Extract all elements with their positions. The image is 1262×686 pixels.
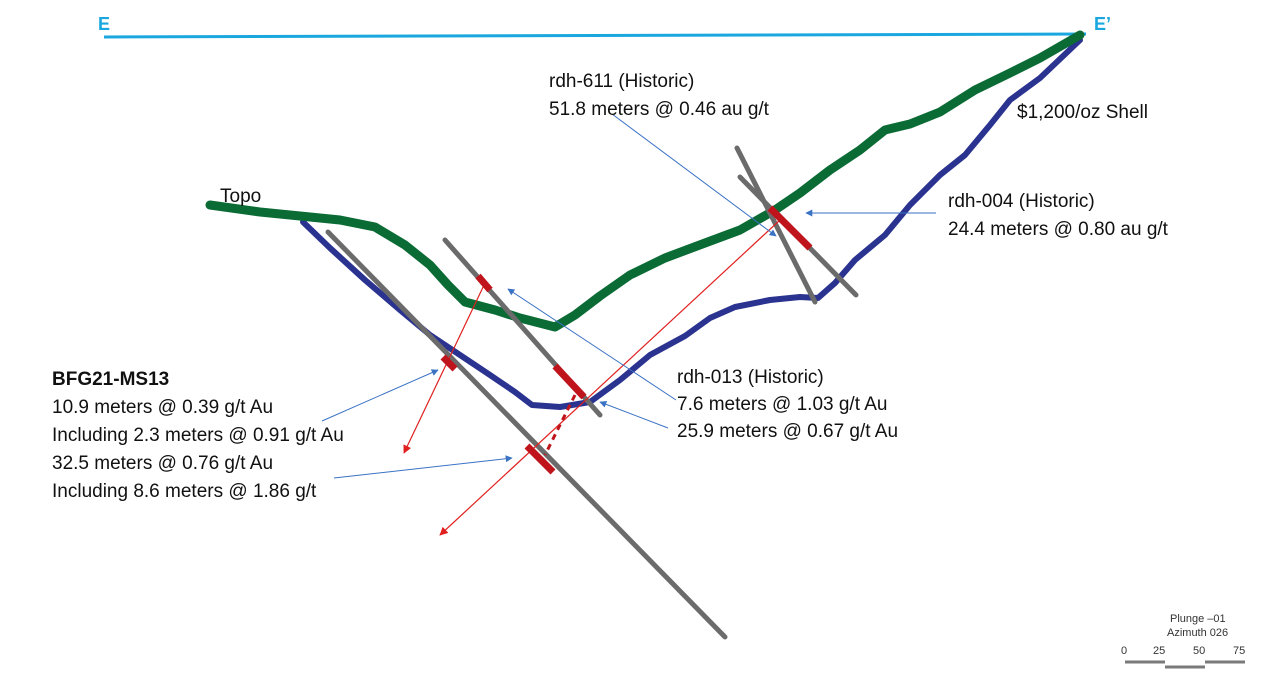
- callout-rdh-013: rdh-013 (Historic) 7.6 meters @ 1.03 g/t…: [677, 364, 898, 445]
- callout-line: 10.9 meters @ 0.39 g/t Au: [52, 397, 274, 418]
- intercept: [524, 443, 556, 475]
- intercept: [475, 273, 493, 293]
- projection-arrow: [439, 219, 781, 536]
- callout-rdh-611: rdh-611 (Historic) 51.8 meters @ 0.46 au…: [549, 68, 769, 124]
- callout-bfg21-ms13: BFG21-MS13 10.9 meters @ 0.39 g/t Au Inc…: [52, 366, 344, 506]
- callout-line: 24.4 meters @ 0.80 au g/t: [948, 219, 1168, 240]
- section-end-right: E’: [1094, 14, 1112, 34]
- callout-line: Including 8.6 meters @ 1.86 g/t: [52, 481, 317, 502]
- callout-title: rdh-013 (Historic): [677, 367, 824, 388]
- topo-line: [205, 30, 1085, 332]
- intercept: [552, 363, 587, 400]
- callout-title: rdh-611 (Historic): [549, 71, 695, 92]
- projection-dashed: [543, 394, 577, 456]
- callout-arrow: [321, 369, 439, 422]
- intercept: [440, 354, 458, 372]
- drillhole-rdh-611: [734, 145, 818, 305]
- callout-title: rdh-004 (Historic): [948, 191, 1095, 212]
- callout-line: 25.9 meters @ 0.67 g/t Au: [677, 421, 899, 442]
- topo-label: Topo: [220, 186, 262, 207]
- plunge-label: Plunge –01: [1170, 613, 1226, 625]
- callout-line: 32.5 meters @ 0.76 g/t Au: [52, 453, 274, 474]
- shell-outline: [300, 37, 1083, 410]
- scale-tick-25: 25: [1153, 645, 1166, 657]
- callout-arrow: [507, 288, 677, 401]
- azimuth-label: Azimuth 026: [1167, 627, 1229, 639]
- scale-tick-0: 0: [1121, 645, 1128, 657]
- shell-label: $1,200/oz Shell: [1017, 102, 1148, 123]
- callout-arrow: [599, 400, 669, 429]
- callout-arrow: [333, 455, 513, 479]
- callout-line: 51.8 meters @ 0.46 au g/t: [549, 99, 769, 120]
- projection-arrow: [403, 282, 486, 454]
- scale-tick-75: 75: [1233, 645, 1246, 657]
- section-line: [103, 32, 1087, 39]
- callout-line: 7.6 meters @ 1.03 g/t Au: [677, 394, 888, 415]
- section-end-left: E: [98, 14, 111, 34]
- callout-line: Including 2.3 meters @ 0.91 g/t Au: [52, 425, 344, 446]
- callout-title: BFG21-MS13: [52, 369, 170, 390]
- callout-rdh-004: rdh-004 (Historic) 24.4 meters @ 0.80 au…: [948, 188, 1168, 244]
- scale-bar-graphic: [1125, 660, 1245, 669]
- intercept: [767, 205, 813, 251]
- drillhole-bfg21-ms13: [325, 229, 728, 640]
- scale-tick-50: 50: [1193, 645, 1206, 657]
- callout-arrow: [611, 113, 777, 237]
